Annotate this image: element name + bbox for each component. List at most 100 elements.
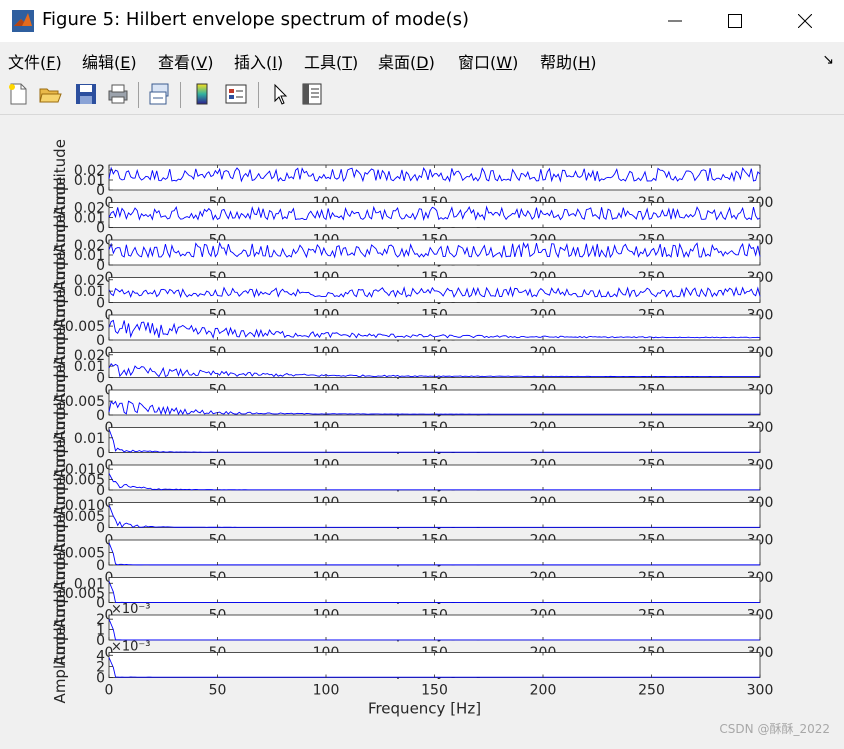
- open-file-icon: [39, 88, 62, 103]
- y-tick-label: 0.01: [74, 248, 105, 264]
- menu-bar: 文件(F) 编辑(E) 查看(V) 插入(I) 工具(T) 桌面(D) 窗口(W…: [0, 42, 844, 76]
- menu-help[interactable]: 帮助(H): [540, 53, 597, 72]
- y-axis-label: Amplitude: [51, 589, 69, 666]
- figure-toolbar: [0, 76, 844, 115]
- maximize-button[interactable]: [704, 0, 766, 42]
- y-tick-label: 2: [96, 612, 105, 628]
- axes-box: [108, 164, 761, 191]
- link-plot-button[interactable]: [146, 80, 174, 108]
- y-tick-label: 0.01: [74, 359, 105, 375]
- y-tick-label: 0.010: [65, 462, 105, 478]
- y-tick-label: 0.02: [74, 163, 105, 179]
- x-tick-label: 0: [105, 683, 114, 699]
- property-inspector-button[interactable]: [298, 80, 326, 108]
- y-axis-label: Amplitude: [51, 439, 69, 516]
- edit-plot-button[interactable]: [266, 80, 294, 108]
- y-tick-label: 1: [96, 623, 105, 639]
- y-tick-label: 0: [96, 296, 105, 312]
- x-tick-label: 300: [747, 683, 774, 699]
- series-line: [108, 286, 761, 299]
- axes-box: [108, 314, 761, 341]
- y-tick-label: 0.005: [65, 509, 105, 525]
- y-exponent-label: ×10⁻³: [111, 602, 151, 617]
- new-figure-button[interactable]: [4, 80, 32, 108]
- y-tick-label: 0.02: [74, 348, 105, 364]
- toolbar-separator: [138, 82, 139, 108]
- y-axis-label: Amplitude: [51, 327, 69, 404]
- y-axis-label: Amplitude: [51, 627, 69, 704]
- edit-plot-arrow-icon: [274, 83, 288, 105]
- menu-view[interactable]: 查看(V): [158, 53, 214, 72]
- property-inspector-icon: [302, 83, 322, 105]
- y-tick-label: 0: [96, 371, 105, 387]
- insert-legend-button[interactable]: [222, 80, 250, 108]
- y-tick-label: 0.005: [65, 473, 105, 489]
- y-axis-label: Amplitude: [51, 214, 69, 291]
- y-tick-label: 0.005: [65, 546, 105, 562]
- y-tick-label: 0.02: [74, 238, 105, 254]
- y-tick-label: 0: [96, 183, 105, 199]
- link-plot-icon: [149, 83, 169, 105]
- y-tick-label: 0.005: [65, 394, 105, 410]
- menu-tools[interactable]: 工具(T): [304, 53, 359, 72]
- dock-figure-icon[interactable]: ↘: [822, 52, 834, 68]
- x-tick-label: 250: [638, 683, 665, 699]
- print-icon: [108, 84, 128, 104]
- menu-file[interactable]: 文件(F): [8, 53, 62, 72]
- y-tick-label: 0.005: [65, 319, 105, 335]
- x-tick-label: 150: [421, 683, 448, 699]
- open-file-button[interactable]: [36, 80, 64, 108]
- window-title: Figure 5: Hilbert envelope spectrum of m…: [42, 9, 470, 30]
- menu-insert[interactable]: 插入(I): [234, 53, 284, 72]
- axes-box: [108, 202, 761, 228]
- y-tick-label: 2: [96, 659, 105, 675]
- y-tick-label: 0.01: [74, 576, 105, 592]
- axes-box: [108, 652, 761, 678]
- insert-colorbar-icon: [196, 83, 208, 105]
- x-axis-label: Frequency [Hz]: [368, 700, 481, 718]
- close-button[interactable]: [774, 0, 836, 42]
- y-axis-label: Amplitude: [51, 252, 69, 329]
- y-axis-label: Amplitude: [51, 477, 69, 554]
- insert-legend-icon: [225, 84, 247, 104]
- y-tick-label: 0: [96, 483, 105, 499]
- axes-box: [108, 239, 761, 266]
- figure-canvas: 00.010.02050100150200250300Frequency [Hz…: [0, 115, 844, 745]
- y-tick-label: 0: [96, 446, 105, 462]
- print-button[interactable]: [104, 80, 132, 108]
- y-tick-label: 0.005: [65, 586, 105, 602]
- x-tick-label: 50: [209, 683, 227, 699]
- minimize-button[interactable]: [644, 0, 706, 42]
- y-axis-label: Amplitude: [51, 139, 69, 216]
- subplot-6: 00.010.02050100150200250300Frequency [Hz…: [51, 327, 773, 418]
- window-titlebar: Figure 5: Hilbert envelope spectrum of m…: [0, 0, 844, 42]
- y-exponent-label: ×10⁻³: [111, 640, 151, 655]
- save-button[interactable]: [72, 80, 100, 108]
- y-tick-label: 0: [96, 333, 105, 349]
- insert-colorbar-button[interactable]: [188, 80, 216, 108]
- axes-box: [108, 614, 761, 641]
- y-tick-label: 0.01: [74, 284, 105, 300]
- toolbar-separator: [180, 82, 181, 108]
- axes-box: [108, 577, 761, 603]
- axes-box: [108, 502, 761, 528]
- menu-window[interactable]: 窗口(W): [458, 53, 519, 72]
- y-tick-label: 0.02: [74, 273, 105, 289]
- y-tick-label: 0.01: [74, 211, 105, 227]
- y-tick-label: 0: [96, 408, 105, 424]
- y-tick-label: 0: [96, 633, 105, 649]
- toolbar-separator: [258, 82, 259, 108]
- axes-box: [108, 352, 761, 378]
- menu-desktop[interactable]: 桌面(D): [378, 53, 435, 72]
- x-tick-label: 100: [313, 683, 340, 699]
- axes-box: [108, 389, 761, 416]
- y-tick-label: 0: [96, 221, 105, 237]
- y-axis-label: Amplitude: [51, 402, 69, 479]
- y-tick-label: 0.01: [74, 431, 105, 447]
- menu-edit[interactable]: 编辑(E): [82, 53, 137, 72]
- y-tick-label: 0.02: [74, 201, 105, 217]
- axes-box: [108, 464, 761, 491]
